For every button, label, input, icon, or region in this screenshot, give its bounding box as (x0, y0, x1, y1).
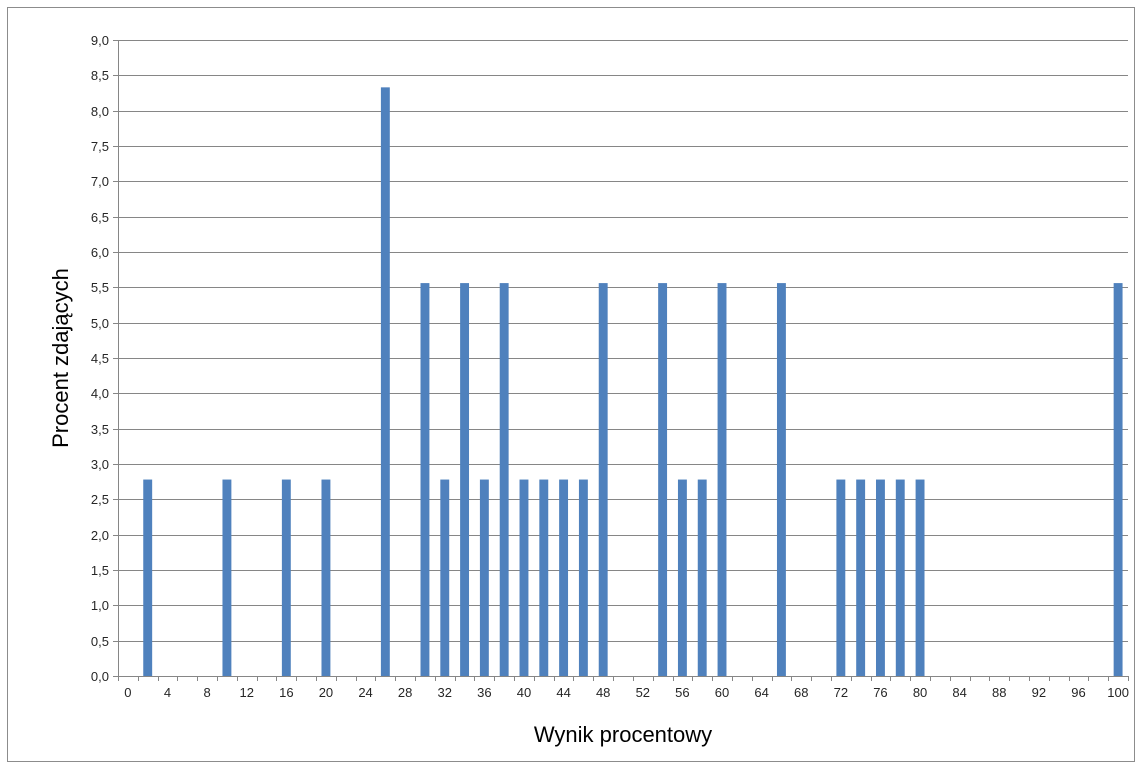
bar (420, 283, 430, 676)
x-tick-label: 96 (1071, 685, 1085, 700)
y-tick-label: 6,0 (91, 245, 109, 260)
bar (222, 479, 232, 676)
x-tick-label: 36 (477, 685, 491, 700)
bar (143, 479, 153, 676)
x-tick-label: 72 (834, 685, 848, 700)
y-tick-label: 3,0 (91, 457, 109, 472)
x-tick-label: 0 (124, 685, 131, 700)
x-tick-label: 52 (636, 685, 650, 700)
y-tick-label: 4,5 (91, 351, 109, 366)
x-tick-label: 64 (754, 685, 768, 700)
x-tick-label: 76 (873, 685, 887, 700)
x-tick-label: 16 (279, 685, 293, 700)
bar (658, 283, 668, 676)
bar (776, 283, 786, 676)
x-tick-label: 68 (794, 685, 808, 700)
y-tick-label: 5,5 (91, 280, 109, 295)
y-tick-label: 7,5 (91, 139, 109, 154)
bar (281, 479, 291, 676)
y-tick-label: 0,5 (91, 634, 109, 649)
x-tick-label: 60 (715, 685, 729, 700)
x-tick-label: 40 (517, 685, 531, 700)
gridlines (118, 40, 1128, 642)
y-tick-label: 9,0 (91, 33, 109, 48)
bar (717, 283, 727, 676)
y-tick-label: 2,5 (91, 492, 109, 507)
y-tick-label: 2,0 (91, 528, 109, 543)
bar (895, 479, 905, 676)
bar (440, 479, 450, 676)
bar (519, 479, 529, 676)
y-tick-label: 1,0 (91, 598, 109, 613)
bar (598, 283, 608, 676)
x-tick-label: 32 (438, 685, 452, 700)
x-tick-label: 12 (239, 685, 253, 700)
x-tick-labels: 0 4 8 12 16 20 24 28 32 36 40 44 48 52 56 60 64 68 72 76 80 8… (124, 685, 1129, 700)
x-tick-label: 24 (358, 685, 372, 700)
x-tick-label: 20 (319, 685, 333, 700)
bar (321, 479, 331, 676)
axes (113, 40, 1129, 681)
y-tick-label: 8,0 (91, 104, 109, 119)
x-tick-label: 56 (675, 685, 689, 700)
bar (1113, 283, 1123, 676)
bars (143, 87, 1123, 676)
bar (499, 283, 509, 676)
bar (578, 479, 588, 676)
x-tick-label: 4 (164, 685, 171, 700)
x-tick-label: 84 (952, 685, 966, 700)
chart-frame (7, 7, 1135, 762)
x-tick-label: 92 (1032, 685, 1046, 700)
y-tick-label: 1,5 (91, 563, 109, 578)
bar (856, 479, 866, 676)
bar (836, 479, 846, 676)
x-tick-label: 44 (556, 685, 570, 700)
x-tick-label: 28 (398, 685, 412, 700)
y-tick-label: 5,0 (91, 316, 109, 331)
y-tick-label: 6,5 (91, 210, 109, 225)
bar (915, 479, 925, 676)
bar (875, 479, 885, 676)
x-tick-label: 48 (596, 685, 610, 700)
bar (460, 283, 470, 676)
bar (697, 479, 707, 676)
bar (677, 479, 687, 676)
y-tick-label: 3,5 (91, 422, 109, 437)
x-axis-title: Wynik procentowy (534, 722, 712, 747)
y-axis-title: Procent zdających (48, 268, 73, 448)
y-tick-label: 0,0 (91, 669, 109, 684)
bar (559, 479, 569, 676)
bar (479, 479, 489, 676)
bar (539, 479, 549, 676)
x-tick-label: 100 (1107, 685, 1129, 700)
bar (380, 87, 390, 676)
x-tick-label: 88 (992, 685, 1006, 700)
y-tick-label: 4,0 (91, 386, 109, 401)
x-tick-label: 80 (913, 685, 927, 700)
y-tick-label: 8,5 (91, 68, 109, 83)
y-tick-label: 7,0 (91, 174, 109, 189)
x-tick-label: 8 (204, 685, 211, 700)
y-tick-labels: 0,0 0,5 1,0 1,5 2,0 2,5 3,0 3,5 4,0 4,5 5,0 5,5 6,0 6… (91, 33, 109, 684)
